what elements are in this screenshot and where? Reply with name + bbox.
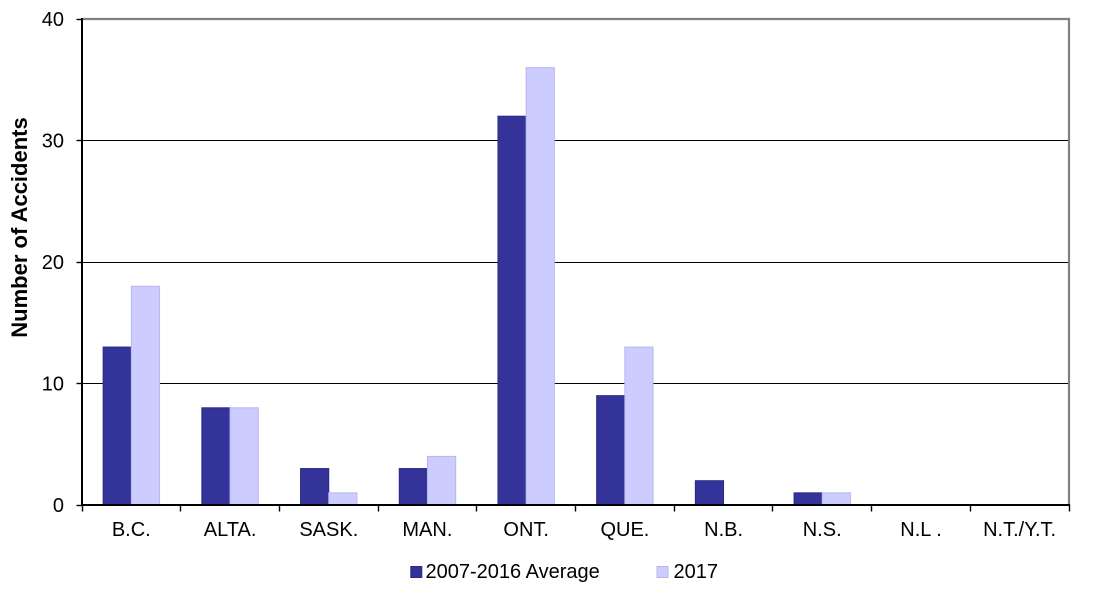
svg-text:10: 10	[42, 374, 64, 396]
svg-text:N.L .: N.L .	[900, 519, 942, 541]
svg-text:SASK.: SASK.	[299, 519, 358, 541]
svg-text:0: 0	[53, 495, 64, 517]
svg-text:N.T./Y.T.: N.T./Y.T.	[983, 519, 1056, 541]
svg-text:N.S.: N.S.	[803, 519, 842, 541]
svg-text:2007-2016 Average: 2007-2016 Average	[426, 561, 600, 583]
svg-text:Number of Accidents: Number of Accidents	[7, 117, 32, 337]
svg-text:MAN.: MAN.	[402, 519, 452, 541]
svg-text:B.C.: B.C.	[112, 519, 151, 541]
svg-text:2017: 2017	[674, 561, 719, 583]
svg-text:QUE.: QUE.	[600, 519, 649, 541]
svg-text:30: 30	[42, 131, 64, 153]
svg-text:40: 40	[42, 9, 64, 31]
svg-text:N.B.: N.B.	[704, 519, 743, 541]
svg-text:20: 20	[42, 252, 64, 274]
svg-text:ONT.: ONT.	[503, 519, 549, 541]
svg-text:ALTA.: ALTA.	[204, 519, 257, 541]
